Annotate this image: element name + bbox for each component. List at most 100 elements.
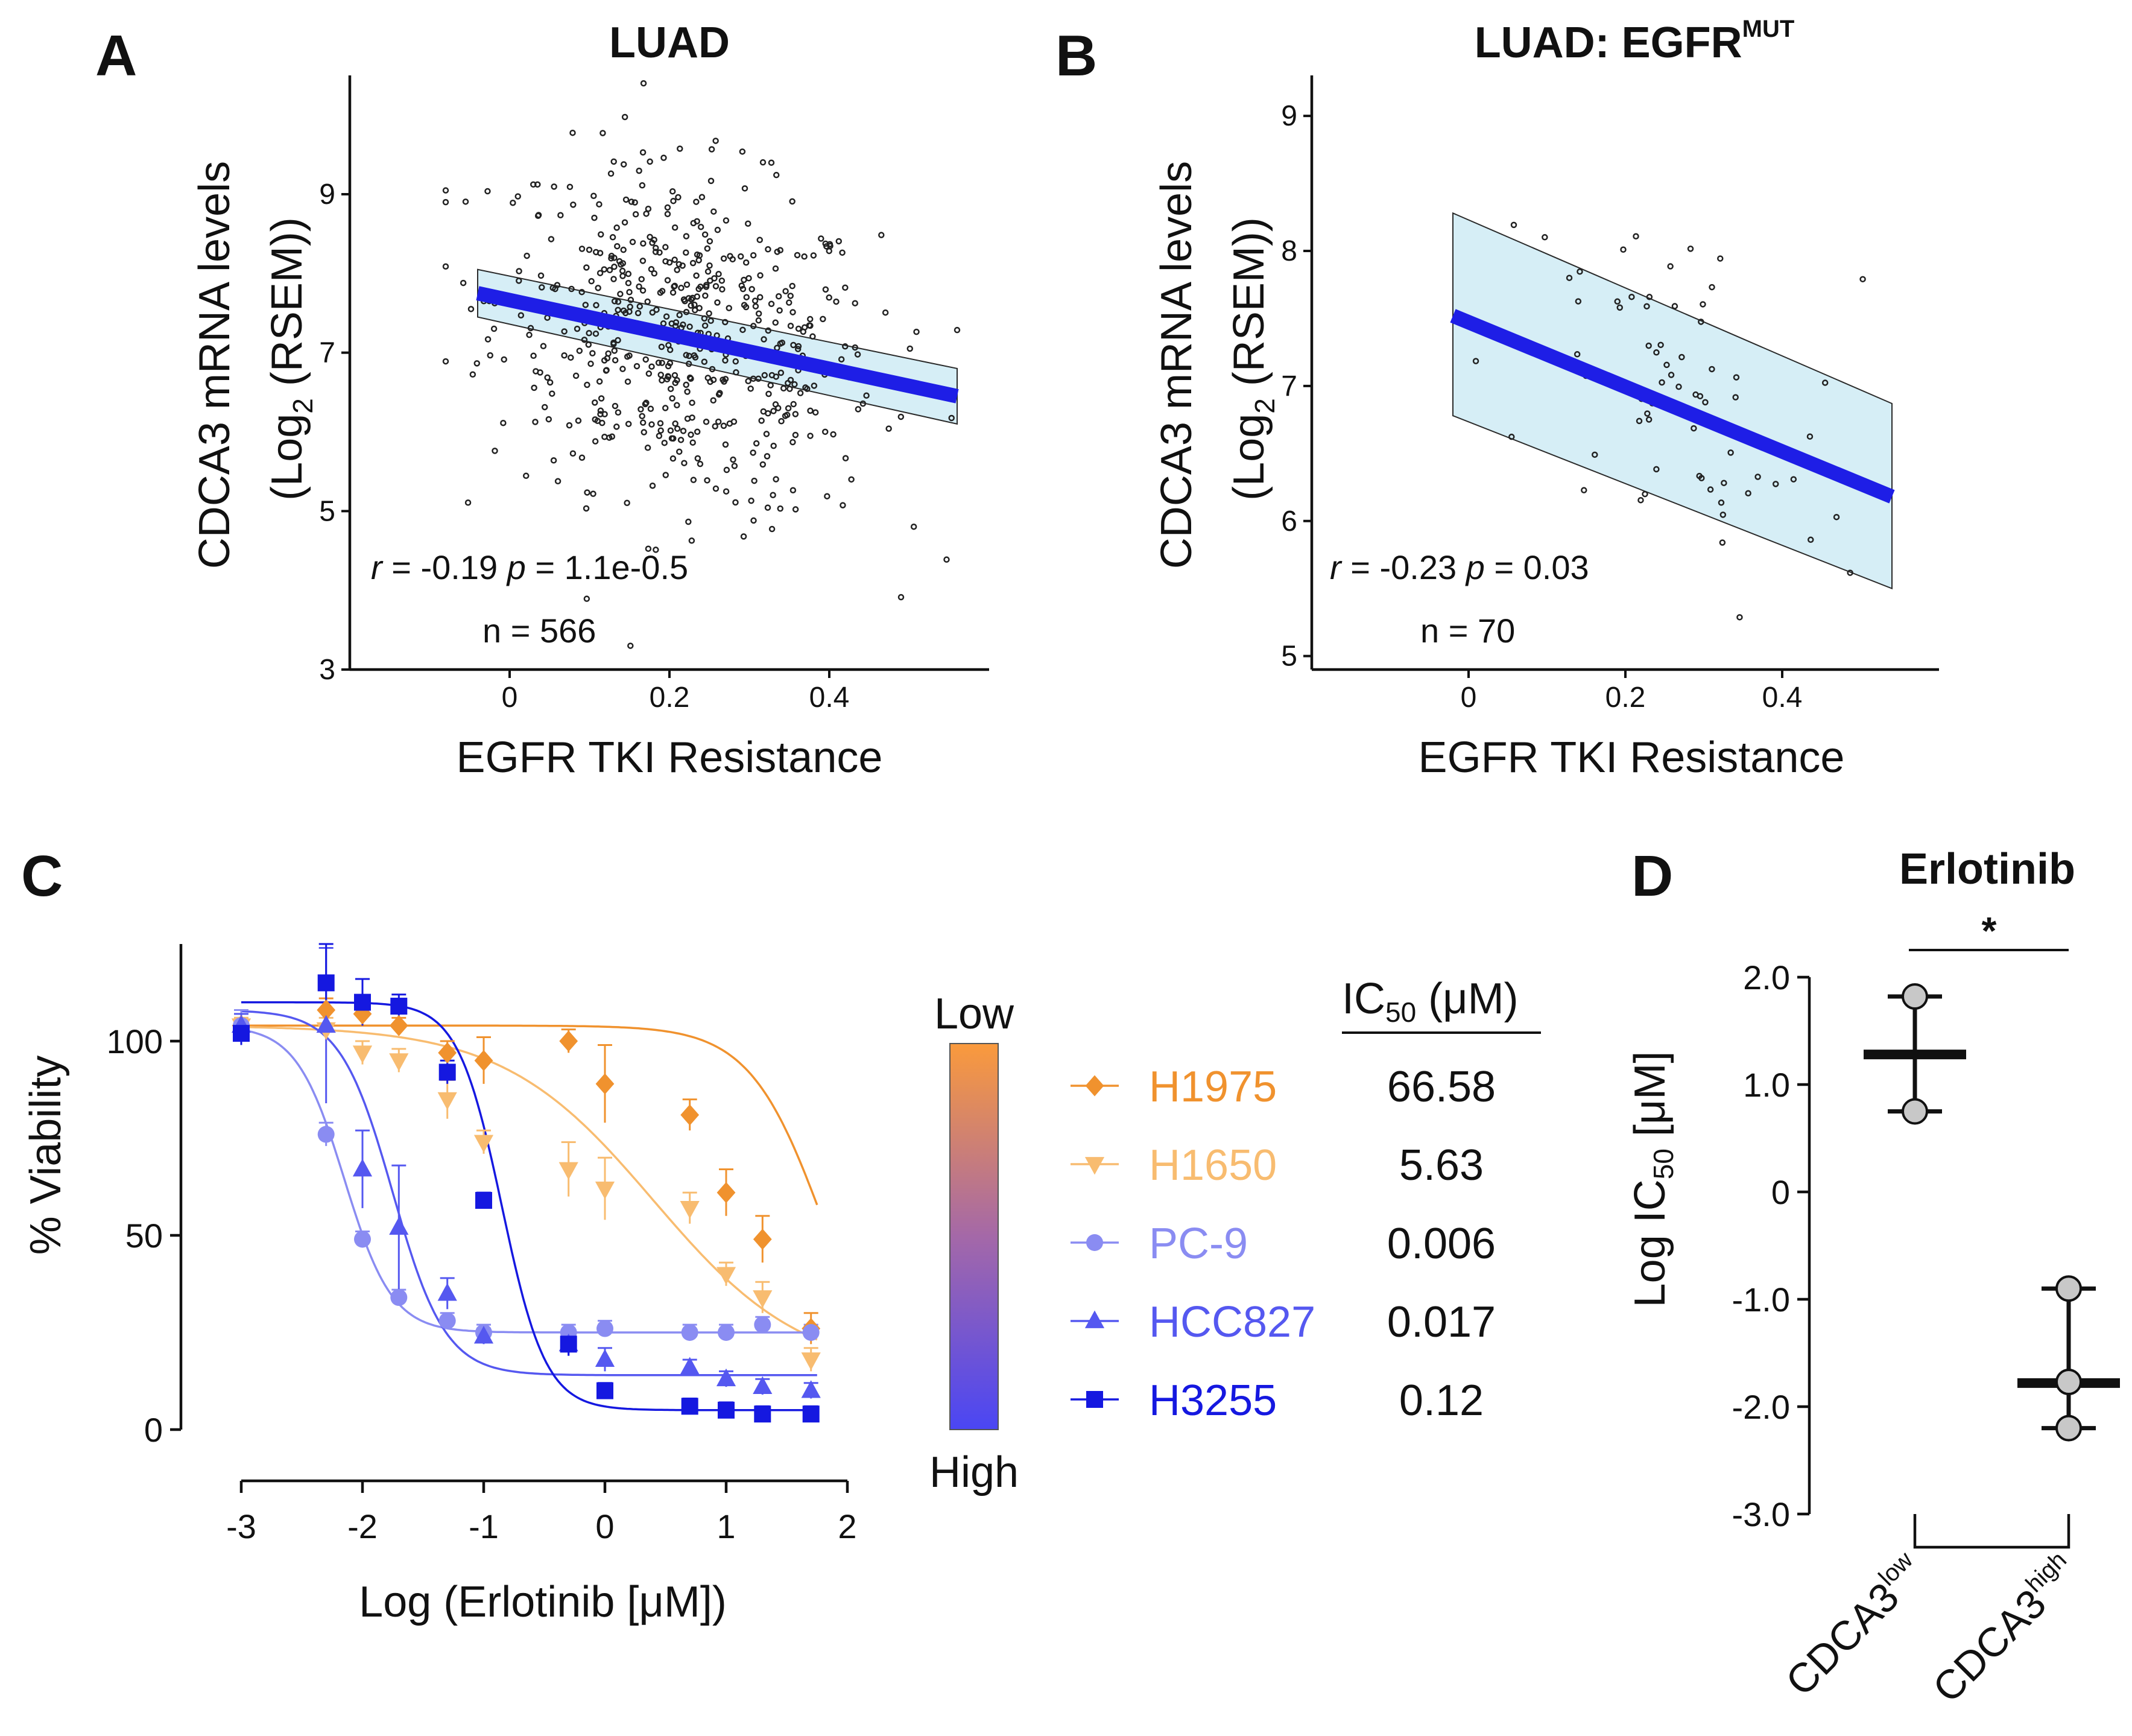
point-pc-9 bbox=[596, 1320, 613, 1337]
panel-a-point bbox=[730, 418, 738, 425]
panel-a-point bbox=[715, 391, 723, 398]
panel-a-point bbox=[615, 337, 621, 344]
panel-a-point bbox=[822, 240, 829, 247]
panel-b-xlabel: EGFR TKI Resistance bbox=[1419, 733, 1845, 782]
panel-a-point bbox=[546, 379, 554, 386]
point-cdca3-high bbox=[2055, 1414, 2082, 1442]
panel-a-point bbox=[759, 159, 767, 166]
panel-a-point bbox=[527, 325, 534, 332]
panel-a-point bbox=[597, 407, 604, 414]
panel-c-legend: H1975 66.58 H1650 5.63 PC-9 0.006 HCC827 0.017 H… bbox=[1071, 1063, 1496, 1425]
point-h3255 bbox=[438, 1063, 456, 1081]
panel-a-point bbox=[501, 356, 507, 363]
panel-a-point bbox=[739, 148, 746, 155]
panel-a-point bbox=[686, 352, 692, 360]
panel-a-point bbox=[792, 506, 799, 513]
panel-a-point bbox=[619, 366, 626, 372]
panel-a-point bbox=[671, 256, 678, 263]
panel-b-point bbox=[1709, 366, 1715, 373]
panel-a-point bbox=[612, 356, 619, 364]
panel-b-point bbox=[1719, 512, 1727, 518]
panel-a-point bbox=[584, 381, 590, 388]
panel-a-point bbox=[943, 556, 950, 563]
panel-b-ytick-label: 9 bbox=[1281, 100, 1297, 132]
panel-a-point bbox=[842, 455, 849, 461]
panel-b-point bbox=[1754, 474, 1761, 480]
panel-a-point bbox=[729, 256, 736, 263]
panel-a-point bbox=[706, 310, 712, 317]
panel-a-point bbox=[807, 407, 814, 414]
panel-a-point bbox=[684, 415, 691, 422]
panel-a-point bbox=[530, 352, 537, 360]
x-label-cdca3-low: CDCA3low bbox=[1776, 1547, 1934, 1705]
panel-a-point bbox=[755, 310, 762, 317]
panel-a-point bbox=[691, 306, 698, 314]
panel-a-point bbox=[789, 439, 796, 446]
panel-a-point bbox=[791, 381, 798, 388]
panel-a-point bbox=[695, 257, 702, 264]
panel-a-point bbox=[638, 276, 645, 283]
panel-a-point bbox=[710, 397, 716, 404]
panel-a-point bbox=[557, 212, 564, 219]
panel-a-point bbox=[697, 284, 704, 290]
panel-a-point bbox=[664, 277, 671, 284]
panel-a-point bbox=[686, 323, 693, 330]
panel-a-point bbox=[651, 236, 657, 243]
panel-a-point bbox=[688, 431, 694, 438]
panel-a-point bbox=[561, 328, 568, 335]
panel-a-point bbox=[584, 489, 590, 496]
panel-a-point bbox=[852, 344, 859, 351]
panel-a-point bbox=[722, 441, 729, 448]
panel-a-point bbox=[778, 418, 785, 425]
panel-a-point bbox=[640, 240, 647, 247]
point-h3255 bbox=[802, 1405, 820, 1423]
panel-a-point bbox=[621, 219, 628, 226]
panel-a-xtick-label: 0.4 bbox=[809, 682, 850, 714]
panel-a-point bbox=[712, 283, 720, 290]
panel-a-point bbox=[614, 242, 621, 250]
panel-b-point bbox=[1806, 433, 1814, 440]
panel-a-point bbox=[703, 419, 710, 425]
panel-a-point bbox=[688, 537, 695, 544]
point-h1650 bbox=[801, 1352, 821, 1370]
panel-a-point bbox=[732, 358, 739, 365]
panel-d-ylabel: Log IC50 [μM] bbox=[1626, 1051, 1679, 1308]
panel-a-point bbox=[665, 373, 671, 379]
panel-a-point bbox=[649, 482, 656, 489]
panel-a-point bbox=[756, 236, 764, 244]
panel-letter-b: B bbox=[1055, 24, 1097, 88]
panel-a-point bbox=[625, 270, 632, 277]
panel-a-point bbox=[765, 246, 771, 253]
panel-a-point bbox=[535, 212, 542, 218]
point-h3255 bbox=[475, 1192, 492, 1209]
panel-a-point bbox=[681, 460, 688, 466]
panel-a-point bbox=[878, 232, 885, 238]
panel-a-point bbox=[590, 192, 597, 199]
panel-a-point bbox=[786, 385, 793, 392]
panel-a-point bbox=[712, 485, 720, 492]
panel-a-point bbox=[683, 352, 689, 358]
panel-a-point bbox=[689, 259, 697, 267]
panel-a-point bbox=[603, 367, 610, 373]
panel-a-point bbox=[652, 244, 659, 252]
panel-a-point bbox=[770, 492, 776, 499]
panel-a-point bbox=[701, 315, 708, 322]
panel-a-point bbox=[669, 289, 677, 296]
panel-a-point bbox=[710, 208, 717, 215]
panel-a-point bbox=[797, 390, 804, 396]
panel-a-point bbox=[948, 414, 955, 422]
panel-a-point bbox=[583, 264, 590, 271]
panel-a-point bbox=[634, 309, 642, 317]
legend-marker-h1650 bbox=[1084, 1157, 1105, 1175]
panel-c-fit-curves bbox=[241, 1001, 818, 1411]
panel-a-point bbox=[676, 311, 683, 318]
panel-a-point bbox=[674, 267, 680, 273]
panel-a-point bbox=[809, 333, 816, 340]
panel-a-point bbox=[897, 594, 905, 601]
curve-h1975 bbox=[241, 1024, 818, 1206]
panel-a-point bbox=[693, 272, 700, 279]
panel-a-point bbox=[578, 454, 586, 461]
panel-b-point bbox=[1653, 349, 1660, 356]
panel-a-point bbox=[748, 497, 754, 504]
point-cdca3-low bbox=[1902, 1098, 1928, 1125]
